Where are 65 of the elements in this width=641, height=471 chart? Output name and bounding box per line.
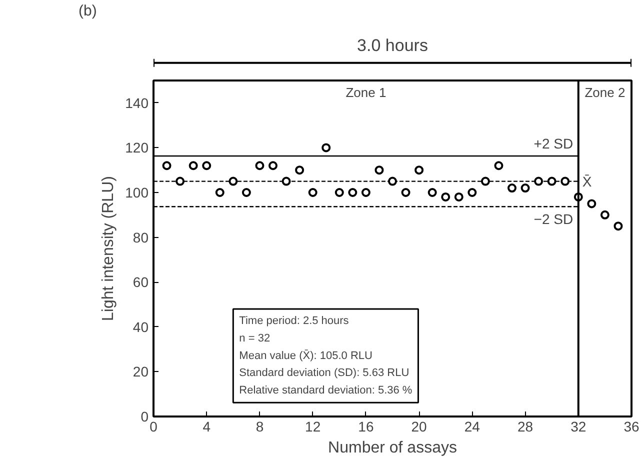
y-tick-label: 80 [132,229,149,246]
point [162,161,172,170]
annotation: Time period: 2.5 hours [239,314,350,327]
point [215,188,224,197]
point [520,184,530,193]
x-axis-title: Number of assays [328,440,457,456]
point [242,188,251,197]
point [176,176,185,186]
x-tick-label: 36 [624,418,640,434]
y-tick-label: 140 [125,94,149,111]
point [547,176,556,186]
point [308,188,318,197]
point [480,176,490,186]
point [494,161,504,170]
point [202,161,212,170]
y-tick-label: 0 [140,408,149,424]
x-tick-label: 32 [570,418,586,434]
point [560,176,570,186]
text: (b) [78,2,97,20]
point [414,166,424,175]
point [361,188,370,197]
point [401,188,410,197]
point [600,210,610,220]
point [468,188,477,197]
point [454,192,464,202]
annotation: Standard deviation (SD): 5.63 RLU [239,367,410,380]
annotation: Mean value (X̄): 105.0 RLU [239,349,373,362]
point [441,192,450,202]
x-tick-label: 24 [464,418,480,434]
point [188,161,198,170]
point [334,188,344,197]
point [348,188,358,197]
annotation: Relative standard deviation: 5.36 % [239,384,412,397]
y-tick-label: 20 [132,364,149,380]
point [374,166,384,175]
point [295,166,304,175]
point [282,176,291,186]
point [228,176,238,186]
x-tick-label: 4 [202,418,211,434]
x-tick-label: 8 [256,418,264,434]
point [534,176,544,186]
ref-line-label: +2 SD [534,136,574,152]
point [268,161,278,170]
y-tick-label: 60 [132,274,149,290]
x-tick-label: 28 [517,418,534,434]
x-tick-label: 16 [358,418,374,434]
y-axis-title: Light intensity (RLU) [100,176,118,321]
annotation: Zone 1 [346,84,386,100]
x-tick-label: 12 [305,418,321,434]
x-tick-label: 20 [411,418,428,434]
point [508,184,516,193]
y-tick-label: 100 [125,184,149,200]
point [322,143,331,152]
point [428,188,437,197]
point [388,176,397,186]
ref-line-label: −2 SD [534,211,574,228]
point [614,222,623,231]
annotation: n = 32 [239,332,270,344]
point [255,161,264,170]
ref-line-label: X̄ [582,173,592,190]
annotation: Zone 2 [584,84,626,100]
point [587,199,596,208]
chart-title: 3.0 hours [357,36,428,56]
y-tick-label: 40 [132,318,149,335]
y-tick-label: 120 [125,140,149,156]
